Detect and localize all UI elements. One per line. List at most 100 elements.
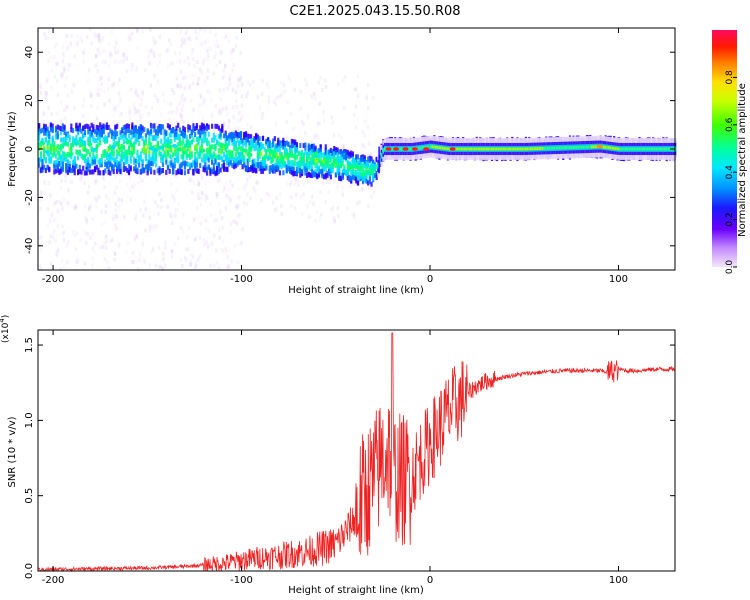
spectrogram-cell: [136, 46, 140, 51]
spectrogram-cell: [77, 130, 80, 136]
spectrogram-cell: [70, 145, 73, 151]
spectrogram-cell: [317, 80, 320, 85]
spectrogram-cell: [73, 233, 76, 238]
spectrogram-cell: [334, 149, 338, 155]
spectrogram-cell: [251, 142, 254, 148]
spectrogram-cell: [160, 198, 163, 203]
spectrogram-cell: [316, 173, 319, 179]
spectrogram-cell: [265, 154, 268, 160]
spectrogram-cell: [107, 124, 110, 130]
spectrogram-cell: [319, 151, 322, 157]
spectrogram-cell: [205, 123, 209, 129]
spectrogram-cell: [324, 144, 327, 150]
spectrogram-cell: [105, 245, 108, 250]
spectrogram-cell: [245, 182, 248, 187]
spectrogram-cell: [300, 119, 304, 124]
spectrogram-cell: [325, 180, 329, 185]
spectrogram-cell: [205, 162, 209, 167]
spectrogram-cell: [55, 79, 59, 84]
spectrogram-cell: [445, 147, 448, 150]
spectrogram-cell: [300, 152, 304, 158]
spectrogram-cell: [115, 214, 118, 219]
spectrogram-cell: [53, 141, 56, 147]
spectrogram-cell: [367, 156, 370, 162]
spectrogram-cell: [182, 139, 185, 145]
spectrogram-cell: [115, 185, 118, 190]
spectrogram-cell: [204, 218, 207, 223]
spectrogram-cell: [132, 102, 136, 107]
spectrogram-cell: [215, 260, 219, 265]
spectrogram-cell: [211, 144, 214, 150]
spectrogram-cell: [144, 154, 148, 160]
spectrogram-cell: [390, 147, 393, 151]
spectrogram-cell: [151, 161, 154, 167]
spectrogram-cell: [167, 144, 173, 149]
spectrogram-cell: [235, 104, 239, 109]
spectrogram-cell: [367, 180, 370, 186]
spectrogram-cell: [61, 151, 64, 157]
spectrogram-cell: [200, 125, 204, 131]
spectrogram-cell: [356, 154, 360, 160]
spectrogram-cell: [83, 230, 87, 235]
spectrogram-cell: [91, 263, 94, 268]
spectrogram-cell: [82, 140, 85, 146]
spectrogram-cell: [292, 153, 295, 159]
spectrogram-cell: [226, 159, 229, 165]
spectrogram-cell: [368, 165, 371, 171]
spectrogram-cell: [65, 138, 68, 144]
spectrogram-cell: [163, 129, 166, 135]
spectrogram-cell: [173, 163, 176, 169]
spectrogram-cell: [102, 128, 105, 134]
spectrogram-cell: [175, 134, 178, 140]
spectrogram-cell: [116, 149, 119, 155]
spectrogram-cell: [199, 150, 202, 156]
spectrogram-cell: [248, 144, 251, 150]
spectrogram-cell: [358, 158, 361, 164]
spectrogram-cell: [48, 122, 51, 127]
spectrogram-cell: [222, 88, 226, 93]
spectrogram-cell: [161, 167, 165, 173]
spectrogram-cell: [132, 128, 136, 134]
spectrogram-cell: [606, 145, 609, 149]
spectrogram-cell: [227, 264, 231, 269]
spectrogram-cell: [112, 82, 115, 87]
spectrogram-cell: [221, 163, 224, 169]
spectrogram-cell: [83, 143, 86, 149]
spectrogram-cell: [107, 158, 110, 164]
colorbar-tick-label: 0.0: [725, 260, 735, 275]
spectrogram-cell: [56, 167, 59, 173]
spectrogram-cell: [653, 147, 656, 151]
spectrogram-cell: [178, 127, 181, 133]
spectrogram-cell: [207, 53, 210, 58]
spectrogram-cell: [68, 151, 74, 156]
spectrogram-cell: [66, 93, 69, 98]
spectrogram-cell: [62, 197, 66, 202]
spectrogram-cell: [110, 144, 116, 149]
spectrogram-cell: [304, 142, 307, 148]
spectrogram-cell: [166, 170, 170, 175]
spectrogram-cell: [41, 158, 44, 164]
spectrogram-cell: [322, 164, 326, 170]
spectrogram-cell: [73, 141, 79, 146]
spectrogram-cell: [65, 104, 69, 109]
spectrogram-cell: [119, 134, 122, 140]
spectrogram-cell: [368, 176, 371, 182]
spectrogram-cell: [641, 147, 645, 151]
spectrogram-cell: [70, 123, 73, 129]
spectrogram-cell: [87, 129, 90, 135]
spectrogram-cell: [83, 180, 86, 185]
spectrogram-cell: [506, 147, 509, 151]
spectrogram-cell: [189, 263, 192, 268]
spectrogram-cell: [551, 146, 555, 150]
spectrogram-cell: [52, 235, 55, 240]
spectrogram-cell: [211, 159, 214, 165]
spectrogram-cell: [110, 166, 114, 172]
spectrogram-cell: [125, 182, 129, 187]
spectrogram-cell: [222, 68, 226, 73]
spectrogram-cell: [175, 76, 179, 81]
spectrogram-cell: [61, 143, 64, 149]
spectrogram-cell: [241, 138, 244, 144]
spectrogram-cell: [72, 204, 76, 209]
spectrogram-cell: [67, 67, 70, 72]
spectrogram-cell: [428, 145, 431, 149]
